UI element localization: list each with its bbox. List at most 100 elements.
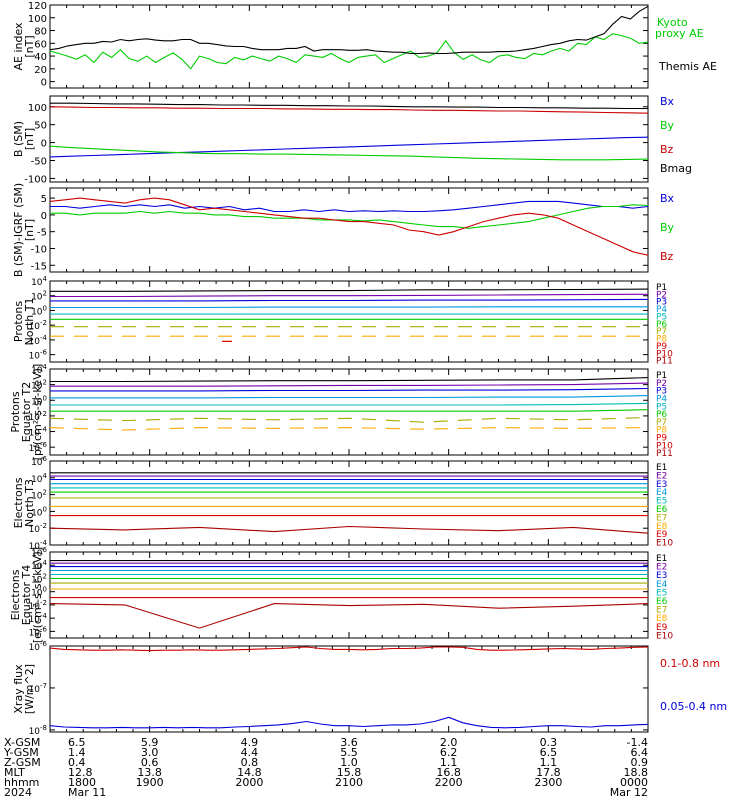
legend-xray-short: 0.05-0.4 nm (660, 700, 727, 713)
legend-e5: E5 (656, 497, 667, 507)
series-by (50, 204, 649, 229)
y-tick-label: 0 (41, 78, 47, 89)
y-tick-label: 106 (31, 455, 47, 468)
panel-frame (49, 551, 649, 639)
ephemeris-value: 1.0 (340, 756, 358, 769)
legend-by: By (660, 119, 675, 132)
ephemeris-value: 6.5 (68, 736, 86, 749)
y-tick-label: 100 (28, 14, 47, 25)
legend-e1: E1 (656, 463, 667, 473)
legend-p3: P3 (656, 387, 667, 397)
ephemeris-value: 4.4 (241, 746, 259, 759)
legend-p10: P10 (656, 441, 673, 451)
legend-kyoto: Kyoto (657, 16, 688, 29)
series-p1 (50, 377, 649, 383)
ephemeris-value: -1.4 (627, 736, 648, 749)
legend-p8: P8 (656, 426, 667, 436)
y-tick-label: 20 (34, 65, 47, 76)
legend-p4: P4 (656, 394, 667, 404)
series-e10 (49, 603, 649, 629)
y-tick-label: 102 (31, 379, 47, 392)
legend-p5: P5 (656, 402, 667, 412)
series-bx (49, 136, 649, 158)
y-axis-label: Equator T4 (20, 565, 33, 625)
ephemeris-value: 2200 (435, 776, 463, 789)
y-tick-label: 100 (31, 304, 47, 317)
y-tick-label: 102 (31, 489, 47, 502)
legend-bz: Bz (660, 143, 674, 156)
series-p3 (50, 298, 649, 302)
y-tick-label: 104 (31, 275, 47, 288)
y-tick-label: 100 (28, 103, 47, 114)
ephemeris-value: Mar 12 (610, 786, 648, 799)
y-tick-label: 100 (31, 394, 47, 407)
y-axis-label: Xray flux (12, 664, 25, 714)
ephemeris-value: 1800 (68, 776, 96, 789)
y-tick-label: 0 (41, 139, 47, 150)
series-p4 (50, 306, 648, 309)
legend-p11: P11 (656, 357, 673, 367)
panel-frame (49, 280, 649, 363)
legend-p1: P1 (656, 283, 667, 293)
legend-e2: E2 (656, 563, 667, 573)
y-axis-label: AE index (12, 22, 25, 71)
ephemeris-value: 0.6 (141, 756, 159, 769)
series-by (49, 145, 649, 161)
y-tick-label: 100 (31, 586, 47, 599)
ephemeris-value: 0.4 (68, 756, 86, 769)
y-axis-label: [nT] (23, 219, 36, 241)
legend-e10: E10 (656, 631, 673, 641)
ephemeris-value: 0000 (620, 776, 648, 789)
series-p2 (50, 293, 649, 298)
legend: Bx By Bz (660, 192, 675, 263)
ephemeris-value: 1.1 (440, 756, 458, 769)
ephemeris-value: 3.0 (141, 746, 159, 759)
legend-e3: E3 (656, 480, 667, 490)
legend-p8: P8 (656, 335, 667, 345)
y-tick-label: -10 (31, 244, 47, 255)
ephemeris-value: 17.8 (536, 766, 561, 779)
legend-e6: E6 (656, 597, 668, 607)
ephemeris-row-label: 2024 (4, 786, 32, 799)
series-bx (50, 200, 649, 213)
y-tick-label: 10-4 (29, 334, 48, 347)
legend-e9: E9 (656, 530, 668, 540)
y-tick-label: -100 (24, 174, 47, 185)
y-tick-label: 120 (28, 1, 47, 12)
ephemeris-value: 18.8 (624, 766, 649, 779)
y-tick-label: 0 (41, 211, 47, 222)
legend-e9: E9 (656, 623, 668, 633)
y-tick-label: 10-2 (29, 319, 47, 332)
y-axis-label: B (SM)-IGRF (SM) (12, 183, 25, 277)
legend-e5: E5 (656, 588, 667, 598)
panel-frame (49, 645, 649, 733)
ephemeris-value: 0.3 (540, 736, 558, 749)
legend-e7: E7 (656, 513, 667, 523)
series-themis-ae (49, 5, 649, 55)
y-tick-label: 10-6 (29, 349, 48, 362)
legend-p7: P7 (656, 418, 667, 428)
y-tick-label: 40 (34, 52, 47, 63)
y-axis-label: [p/(cm²-s-sr-keV)] (31, 364, 44, 461)
y-tick-label: 50 (34, 121, 47, 132)
y-tick-label: 104 (31, 559, 47, 572)
ephemeris-value: 2.0 (440, 736, 458, 749)
panel-frame (49, 460, 649, 546)
legend-p3: P3 (656, 298, 667, 308)
ephemeris-value: 6.5 (540, 746, 558, 759)
series-bz (49, 197, 649, 256)
ephemeris-value: 13.8 (137, 766, 162, 779)
panel-3: -15 -10 -5 0 5 B (SM)-IGRF (SM)[nT] Bx By Bz (12, 183, 675, 277)
y-tick-label: -5 (37, 228, 47, 239)
ephemeris-row-label: hhmm (4, 776, 39, 789)
series-bz (49, 106, 649, 114)
ephemeris-value: 12.8 (68, 766, 93, 779)
y-tick-label: 10-4 (29, 426, 48, 439)
y-axis-label: North T3 (23, 479, 36, 527)
ephemeris-value: 15.8 (337, 766, 362, 779)
